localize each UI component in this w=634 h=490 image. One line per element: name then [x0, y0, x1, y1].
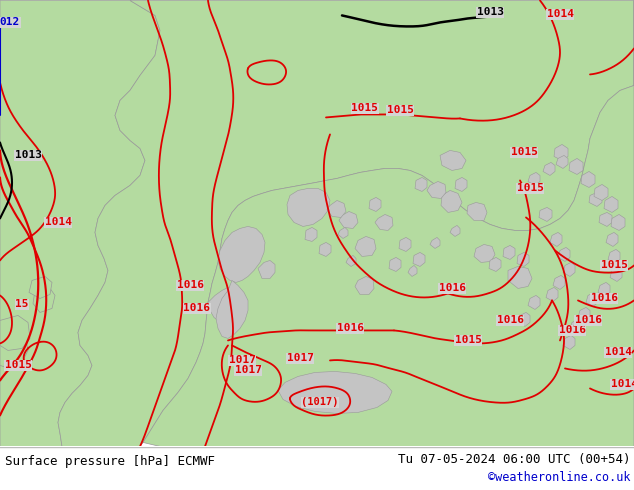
Text: 1014: 1014: [611, 379, 634, 390]
Polygon shape: [455, 177, 467, 192]
Polygon shape: [604, 196, 618, 213]
Text: 1015: 1015: [510, 147, 538, 157]
Polygon shape: [599, 213, 612, 226]
Polygon shape: [278, 371, 392, 414]
Polygon shape: [539, 207, 552, 221]
Polygon shape: [327, 200, 346, 218]
Polygon shape: [610, 268, 622, 281]
Polygon shape: [287, 189, 330, 226]
Polygon shape: [543, 163, 555, 175]
Text: ©weatheronline.co.uk: ©weatheronline.co.uk: [488, 471, 630, 485]
Polygon shape: [0, 0, 160, 446]
Text: 1016: 1016: [559, 325, 586, 336]
Text: Tu 07-05-2024 06:00 UTC (00+54): Tu 07-05-2024 06:00 UTC (00+54): [398, 453, 630, 466]
Polygon shape: [594, 184, 608, 200]
Polygon shape: [569, 158, 583, 174]
Polygon shape: [427, 181, 446, 198]
Polygon shape: [558, 247, 570, 262]
Text: 1015: 1015: [455, 336, 481, 345]
Polygon shape: [216, 280, 248, 339]
Polygon shape: [375, 215, 393, 230]
Text: 012: 012: [0, 18, 20, 27]
Text: 1016: 1016: [439, 283, 465, 294]
Polygon shape: [553, 275, 565, 290]
Polygon shape: [528, 172, 540, 185]
Polygon shape: [586, 293, 598, 306]
Polygon shape: [413, 252, 425, 267]
Polygon shape: [440, 150, 466, 171]
Polygon shape: [305, 227, 317, 242]
Polygon shape: [608, 249, 620, 264]
Polygon shape: [346, 255, 356, 267]
Text: 1016: 1016: [337, 323, 363, 333]
Polygon shape: [563, 336, 575, 349]
Polygon shape: [508, 267, 532, 289]
Polygon shape: [143, 0, 634, 446]
Polygon shape: [280, 378, 388, 406]
Polygon shape: [339, 212, 358, 228]
Text: (1017): (1017): [301, 397, 339, 408]
Polygon shape: [208, 288, 246, 324]
Polygon shape: [338, 227, 348, 239]
Polygon shape: [450, 225, 460, 237]
Text: 1015: 1015: [600, 261, 628, 270]
Polygon shape: [0, 325, 28, 368]
Polygon shape: [528, 295, 540, 310]
Text: 1017: 1017: [287, 353, 313, 364]
Polygon shape: [369, 197, 381, 212]
Polygon shape: [399, 238, 411, 251]
Text: 1013: 1013: [15, 150, 41, 160]
Polygon shape: [503, 245, 515, 259]
Text: 1016: 1016: [496, 316, 524, 325]
Text: 15: 15: [15, 299, 29, 310]
Text: 1017: 1017: [235, 366, 261, 375]
Text: 1014: 1014: [547, 9, 574, 20]
Polygon shape: [489, 257, 501, 271]
Text: 1016: 1016: [183, 303, 210, 314]
Text: 1014: 1014: [604, 347, 631, 357]
Text: 1017: 1017: [228, 355, 256, 366]
Text: 1016: 1016: [590, 294, 618, 303]
Polygon shape: [563, 263, 575, 276]
Polygon shape: [517, 252, 529, 267]
Text: 1016: 1016: [176, 280, 204, 291]
Polygon shape: [58, 0, 634, 446]
Text: 1015: 1015: [387, 105, 413, 116]
Polygon shape: [550, 232, 562, 246]
Polygon shape: [319, 243, 331, 256]
Polygon shape: [415, 177, 427, 192]
Polygon shape: [33, 286, 55, 313]
Polygon shape: [389, 257, 401, 271]
Polygon shape: [218, 226, 265, 282]
Polygon shape: [589, 193, 602, 206]
Polygon shape: [0, 316, 30, 350]
Text: 1016: 1016: [574, 316, 602, 325]
Polygon shape: [554, 145, 568, 160]
Text: 1015: 1015: [4, 361, 32, 370]
Polygon shape: [570, 319, 582, 333]
Polygon shape: [430, 238, 440, 248]
Polygon shape: [518, 313, 530, 326]
Polygon shape: [408, 266, 417, 276]
Text: 1013: 1013: [477, 7, 503, 18]
Polygon shape: [581, 172, 595, 188]
Polygon shape: [258, 261, 275, 278]
Polygon shape: [355, 237, 376, 256]
Polygon shape: [546, 288, 558, 301]
Polygon shape: [611, 215, 625, 230]
Text: 1014: 1014: [44, 218, 72, 227]
Text: Surface pressure [hPa] ECMWF: Surface pressure [hPa] ECMWF: [5, 455, 215, 468]
Polygon shape: [29, 276, 52, 298]
Text: 1015: 1015: [517, 183, 543, 194]
Text: 1015: 1015: [351, 103, 378, 114]
Polygon shape: [556, 155, 568, 169]
Polygon shape: [467, 202, 487, 220]
Polygon shape: [606, 232, 618, 246]
Polygon shape: [355, 276, 374, 294]
Polygon shape: [578, 307, 590, 321]
Polygon shape: [598, 282, 610, 296]
Polygon shape: [474, 245, 495, 263]
Polygon shape: [441, 191, 462, 213]
